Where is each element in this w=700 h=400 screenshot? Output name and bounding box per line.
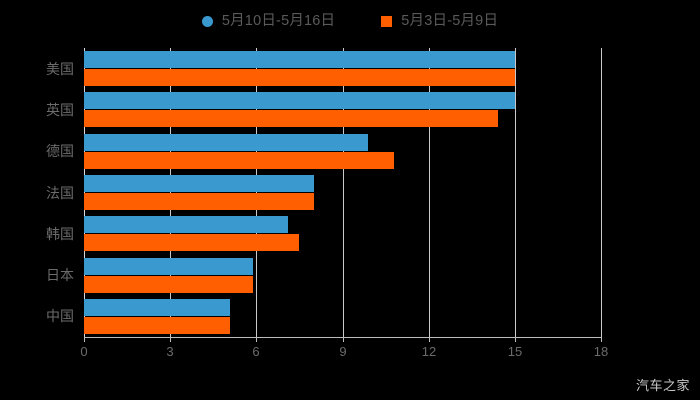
legend-item-series-1[interactable]: 5月10日-5月16日 bbox=[201, 13, 336, 29]
gridline-9 bbox=[343, 48, 344, 337]
y-axis-label-美国: 美国 bbox=[46, 61, 74, 77]
bar-日本-series-2[interactable] bbox=[84, 276, 253, 293]
bar-韩国-series-1[interactable] bbox=[84, 216, 288, 233]
gridline-18 bbox=[601, 48, 602, 337]
bar-法国-series-1[interactable] bbox=[84, 175, 314, 192]
bar-美国-series-1[interactable] bbox=[84, 51, 515, 68]
x-tick-label-12: 12 bbox=[421, 344, 437, 359]
legend-label-series-1: 5月10日-5月16日 bbox=[221, 13, 336, 29]
bar-中国-series-2[interactable] bbox=[84, 317, 230, 334]
y-axis-label-法国: 法国 bbox=[46, 185, 74, 201]
legend-item-series-2[interactable]: 5月3日-5月9日 bbox=[381, 14, 498, 28]
x-tick-label-15: 15 bbox=[507, 344, 523, 359]
x-tick-6 bbox=[256, 337, 257, 342]
x-tick-label-6: 6 bbox=[252, 344, 260, 359]
x-tick-3 bbox=[170, 337, 171, 342]
y-axis-category-labels: 美国英国德国法国韩国日本中国 bbox=[0, 48, 74, 337]
x-axis-line bbox=[84, 337, 601, 338]
x-tick-label-0: 0 bbox=[80, 344, 88, 359]
y-axis-label-中国: 中国 bbox=[46, 308, 74, 324]
square-marker-icon bbox=[381, 15, 393, 27]
x-tick-18 bbox=[601, 337, 602, 342]
x-axis-ticks: 0 3 6 9 12 15 18 bbox=[80, 337, 608, 367]
y-axis-label-韩国: 韩国 bbox=[46, 226, 74, 242]
gridline-6 bbox=[256, 48, 257, 337]
x-tick-label-9: 9 bbox=[339, 344, 347, 359]
x-tick-0 bbox=[84, 337, 85, 342]
bar-美国-series-2[interactable] bbox=[84, 69, 515, 86]
x-tick-label-18: 18 bbox=[593, 344, 609, 359]
watermark: 汽车之家 bbox=[635, 378, 690, 393]
y-axis-label-德国: 德国 bbox=[46, 143, 74, 159]
x-tick-9 bbox=[343, 337, 344, 342]
bar-英国-series-2[interactable] bbox=[84, 110, 498, 127]
chart-legend: 5月10日-5月16日 5月3日-5月9日 bbox=[0, 8, 700, 34]
x-tick-label-3: 3 bbox=[166, 344, 174, 359]
x-tick-15 bbox=[515, 337, 516, 342]
bar-日本-series-1[interactable] bbox=[84, 258, 253, 275]
gridline-12 bbox=[429, 48, 430, 337]
x-tick-12 bbox=[429, 337, 430, 342]
y-axis-label-日本: 日本 bbox=[46, 267, 74, 283]
bar-韩国-series-2[interactable] bbox=[84, 234, 299, 251]
legend-label-series-2: 5月3日-5月9日 bbox=[401, 13, 499, 29]
bar-德国-series-2[interactable] bbox=[84, 152, 394, 169]
gridline-3 bbox=[170, 48, 171, 337]
bar-中国-series-1[interactable] bbox=[84, 299, 230, 316]
y-axis-label-英国: 英国 bbox=[46, 102, 74, 118]
bar-英国-series-1[interactable] bbox=[84, 92, 515, 109]
gridline-0 bbox=[84, 48, 85, 337]
gridline-15 bbox=[515, 48, 516, 337]
bar-法国-series-2[interactable] bbox=[84, 193, 314, 210]
circle-marker-icon bbox=[201, 15, 213, 27]
plot-area bbox=[84, 48, 602, 337]
bar-德国-series-1[interactable] bbox=[84, 134, 368, 151]
